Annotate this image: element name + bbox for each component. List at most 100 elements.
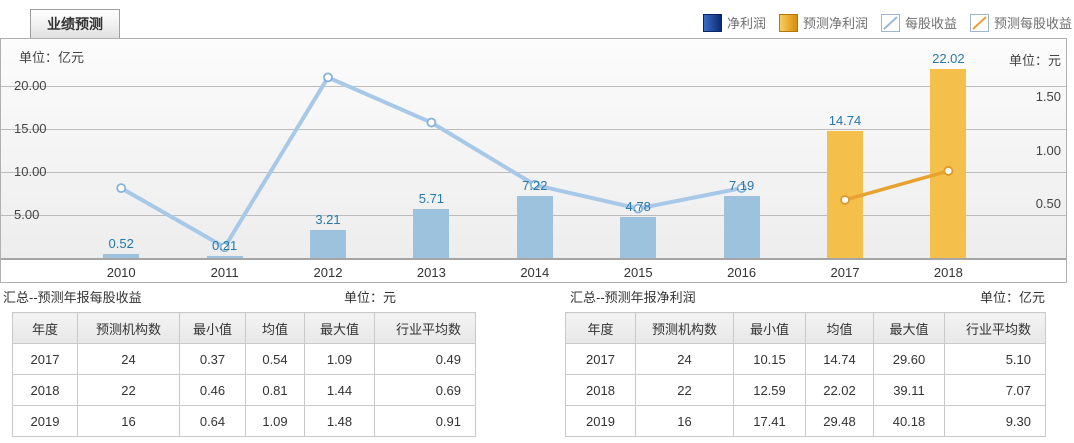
x-axis-label-2014: 2014	[520, 265, 550, 280]
table-cell: 5.10	[944, 343, 1046, 375]
bar-value-label-2015: 4.78	[625, 198, 651, 214]
legend-item-1[interactable]: 预测净利润	[778, 13, 868, 32]
bar-value-label-2013: 5.71	[418, 190, 445, 206]
x-axis-label-2016: 2016	[727, 265, 757, 280]
table-row: 2018 22 12.59 22.02 39.11 7.07	[565, 374, 1046, 406]
table-cell: 2018	[565, 374, 636, 406]
table-cell: 1.48	[304, 405, 375, 437]
gridline	[1, 172, 1066, 173]
gridline	[1, 129, 1066, 130]
table-cell: 0.37	[179, 343, 246, 375]
table-col-header: 均值	[245, 312, 305, 344]
table-col-header: 最大值	[304, 312, 375, 344]
summary-table: 年度 预测机构数 最小值 均值 最大值 行业平均数 2017 24 10.15 14.74 29.6…	[565, 312, 1046, 437]
table-cell: 10.15	[733, 343, 806, 375]
x-axis-label-2015: 2015	[623, 265, 653, 280]
table-cell: 14.74	[805, 343, 874, 375]
table-cell: 2019	[12, 405, 78, 437]
left-axis-tick: 15.00	[14, 121, 47, 136]
eps-table-unit-label: 单位：元	[344, 290, 397, 305]
table-cell: 0.69	[374, 374, 476, 406]
right-axis-tick: 0.50	[1035, 196, 1061, 212]
table-cell: 24	[77, 343, 180, 375]
table-row: 2017 24 10.15 14.74 29.60 5.10	[565, 343, 1046, 375]
table-cell: 40.18	[873, 405, 945, 437]
table-col-header: 预测机构数	[635, 312, 734, 344]
table-cell: 0.46	[179, 374, 246, 406]
table-header-row: 年度 预测机构数 最小值 均值 最大值 行业平均数	[12, 312, 476, 344]
table-cell: 7.07	[944, 374, 1046, 406]
x-axis-label-2013: 2013	[416, 265, 446, 280]
table-cell: 1.44	[304, 374, 375, 406]
chart-legend: 净利润 预测净利润 每股收益 预测每股收益	[702, 13, 1072, 32]
gridline	[1, 86, 1066, 87]
left-axis-unit-label: 单位：亿元	[19, 50, 85, 65]
right-axis-unit-label: 单位：元	[1008, 53, 1061, 68]
table-cell: 0.49	[374, 343, 476, 375]
table-cell: 29.48	[805, 405, 874, 437]
bar-value-label-2011: 0.21	[211, 238, 238, 254]
table-col-header: 最小值	[733, 312, 806, 344]
bar-swatch-icon	[778, 13, 798, 32]
forecast-chart-panel: 单位：亿元 单位：元 20.00 15.00 10.00 5.00 1.50 1.00 0.…	[0, 38, 1067, 283]
table-cell: 0.91	[374, 405, 476, 437]
bar-净利润-2013	[413, 208, 450, 258]
table-col-header: 行业平均数	[374, 312, 476, 344]
table-col-header: 年度	[12, 312, 78, 344]
net-profit-table-title: 汇总--预测年报净利润	[570, 290, 696, 305]
legend-label: 每股收益	[904, 16, 957, 31]
table-col-header: 最大值	[873, 312, 945, 344]
right-axis-tick: 1.50	[1035, 88, 1061, 104]
bar-预测净利润-2017	[827, 131, 863, 258]
bar-value-label-2012: 3.21	[315, 212, 341, 228]
x-axis-label-2017: 2017	[830, 265, 860, 280]
eps-table-title: 汇总--预测年报每股收益	[3, 290, 142, 305]
legend-item-2[interactable]: 每股收益	[880, 13, 957, 32]
x-axis-baseline	[1, 258, 1066, 260]
bar-value-label-2018: 22.02	[932, 50, 965, 66]
left-axis-tick: 5.00	[14, 207, 40, 222]
bar-净利润-2016	[723, 196, 760, 258]
每股收益-marker	[426, 117, 437, 128]
legend-item-0[interactable]: 净利润	[702, 13, 766, 32]
legend-label: 预测净利润	[802, 16, 868, 31]
x-axis-label-2011: 2011	[210, 265, 239, 280]
table-col-header: 预测机构数	[77, 312, 180, 344]
bar-净利润-2012	[310, 230, 346, 258]
table-col-header: 最小值	[179, 312, 246, 344]
table-col-header: 年度	[565, 312, 636, 344]
bar-净利润-2015	[620, 216, 657, 258]
table-col-header: 行业平均数	[944, 312, 1046, 344]
table-cell: 2019	[565, 405, 636, 437]
net-profit-table-unit-label: 单位：亿元	[979, 290, 1045, 305]
tab-performance-forecast[interactable]: 业绩预测	[30, 9, 120, 38]
bar-swatch-icon	[702, 13, 722, 32]
net-profit-forecast-table: 年度 预测机构数 最小值 均值 最大值 行业平均数 2017 24 10.15 14.74 29.6…	[565, 312, 1046, 437]
line-swatch-icon	[969, 13, 989, 32]
table-row: 2019 16 0.64 1.09 1.48 0.91	[12, 405, 476, 437]
table-cell: 29.60	[873, 343, 945, 375]
summary-table: 年度 预测机构数 最小值 均值 最大值 行业平均数 2017 24 0.37 0.54 1.09 0.…	[12, 312, 476, 437]
table-cell: 0.81	[245, 374, 305, 406]
每股收益-marker	[116, 183, 127, 194]
table-cell: 17.41	[733, 405, 806, 437]
table-cell: 9.30	[944, 405, 1046, 437]
legend-label: 预测每股收益	[993, 16, 1072, 31]
table-cell: 39.11	[873, 374, 945, 406]
table-cell: 24	[635, 343, 734, 375]
bar-value-label-2010: 0.52	[108, 235, 134, 251]
legend-item-3[interactable]: 预测每股收益	[969, 13, 1072, 32]
table-cell: 0.54	[245, 343, 305, 375]
header-bar: 业绩预测 净利润 预测净利润 每股收益 预测每股收益	[0, 0, 1074, 38]
table-cell: 1.09	[245, 405, 305, 437]
table-cell: 22	[635, 374, 734, 406]
table-cell: 0.64	[179, 405, 246, 437]
bar-预测净利润-2018	[930, 68, 967, 258]
right-axis-tick: 1.00	[1035, 142, 1061, 158]
table-col-header: 均值	[805, 312, 874, 344]
left-axis-tick: 10.00	[14, 164, 47, 179]
table-row: 2019 16 17.41 29.48 40.18 9.30	[565, 405, 1046, 437]
table-header-row: 年度 预测机构数 最小值 均值 最大值 行业平均数	[565, 312, 1046, 344]
eps-forecast-table: 年度 预测机构数 最小值 均值 最大值 行业平均数 2017 24 0.37 0.54 1.09 0.…	[12, 312, 476, 437]
x-axis-label-2018: 2018	[933, 265, 963, 280]
